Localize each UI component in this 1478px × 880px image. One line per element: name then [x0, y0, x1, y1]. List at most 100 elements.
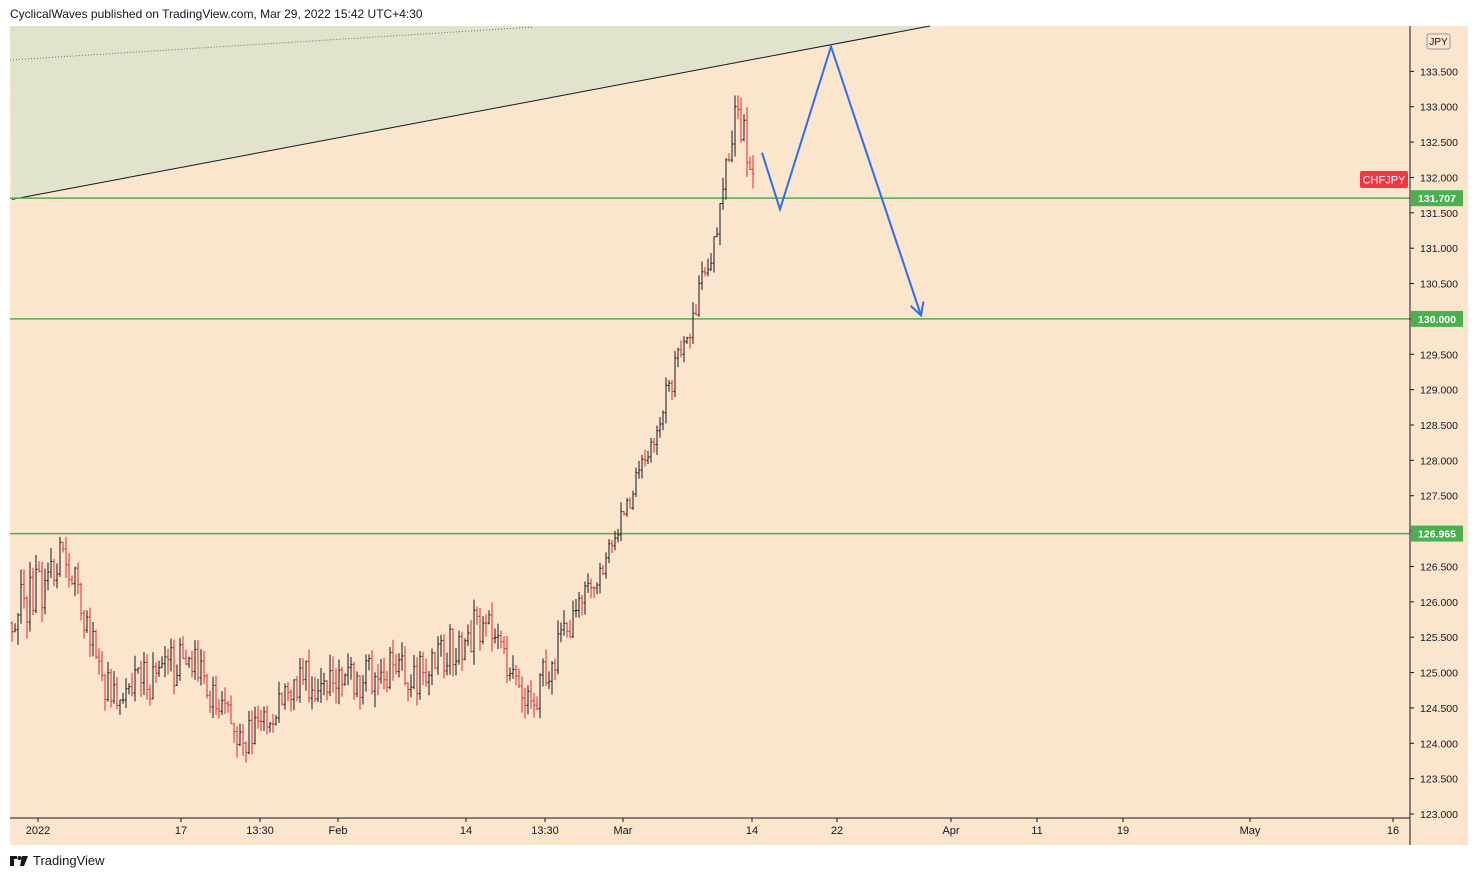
- candle: [166, 648, 170, 675]
- candle: [652, 437, 656, 453]
- resistance-trendline[interactable]: [11, 25, 931, 200]
- candle: [571, 600, 575, 639]
- candle: [646, 450, 650, 464]
- candle: [472, 599, 476, 665]
- candle: [745, 107, 749, 177]
- wedge-upper-dotted-line[interactable]: [9, 26, 535, 61]
- plot-background: [10, 26, 1410, 818]
- candle: [430, 648, 434, 686]
- candle: [469, 620, 473, 653]
- y-tick-label: 123.000: [1420, 809, 1458, 821]
- candle: [667, 380, 671, 392]
- y-tick-label: 129.500: [1420, 349, 1458, 361]
- candle: [712, 236, 716, 273]
- candle: [115, 676, 119, 710]
- candle: [325, 680, 329, 701]
- candle: [649, 437, 653, 463]
- candle: [415, 657, 419, 706]
- candle: [385, 671, 389, 693]
- candle: [22, 569, 26, 609]
- candle: [151, 652, 155, 700]
- y-tick-label: 125.000: [1420, 668, 1458, 680]
- candle: [259, 709, 263, 731]
- level-price-box: [1411, 190, 1463, 207]
- candle: [733, 95, 737, 157]
- candle: [100, 651, 104, 682]
- candle: [748, 156, 752, 170]
- candle: [721, 177, 725, 210]
- candle: [655, 425, 659, 456]
- footer: TradingView: [10, 853, 105, 868]
- candle: [508, 667, 512, 681]
- y-tick-label: 129.000: [1420, 385, 1458, 397]
- candle: [106, 661, 110, 702]
- y-tick-label: 132.500: [1420, 137, 1458, 149]
- candle: [253, 706, 257, 745]
- candle: [463, 638, 467, 661]
- candle: [634, 467, 638, 498]
- level-price-label-0[interactable]: 131.707: [1411, 190, 1463, 207]
- candle: [79, 582, 83, 621]
- candle: [523, 687, 527, 719]
- candle: [331, 656, 335, 693]
- symbol-label[interactable]: CHFJPY: [1360, 171, 1408, 188]
- candle: [211, 676, 215, 719]
- candle: [247, 710, 251, 755]
- candle: [355, 671, 359, 698]
- x-tick-label: Feb: [329, 825, 348, 837]
- candle: [673, 350, 677, 398]
- candle: [544, 649, 548, 686]
- candle: [601, 564, 605, 576]
- candle: [28, 561, 32, 632]
- candle: [145, 654, 149, 700]
- level-price-box: [1411, 525, 1463, 542]
- candle: [493, 628, 497, 644]
- candle: [697, 275, 701, 317]
- candle: [490, 602, 494, 652]
- candle: [421, 651, 425, 686]
- candle: [196, 639, 200, 682]
- candle: [739, 97, 743, 143]
- level-price-text: 126.965: [1418, 529, 1456, 541]
- candle: [154, 662, 158, 683]
- candle: [586, 573, 590, 593]
- candle: [205, 673, 209, 699]
- candle: [328, 654, 332, 696]
- candle: [418, 650, 422, 700]
- y-tick-label: 131.500: [1420, 208, 1458, 220]
- currency-badge[interactable]: JPY: [1426, 33, 1451, 50]
- candle: [637, 460, 641, 479]
- candle: [10, 621, 14, 642]
- candle: [142, 652, 146, 695]
- x-tick-label: 13:30: [246, 825, 274, 837]
- projection-path[interactable]: [761, 43, 922, 316]
- candle: [202, 650, 206, 684]
- candle: [715, 227, 719, 238]
- candle: [82, 610, 86, 639]
- candle: [172, 639, 176, 695]
- y-tick-label: 123.500: [1420, 774, 1458, 786]
- candle: [496, 623, 500, 650]
- x-tick-label: 14: [460, 825, 472, 837]
- candle: [565, 622, 569, 638]
- y-tick-label: 130.500: [1420, 279, 1458, 291]
- candle: [91, 621, 95, 657]
- candle: [406, 682, 410, 702]
- candle: [244, 741, 248, 763]
- level-price-label-1[interactable]: 130.000: [1411, 310, 1463, 327]
- y-tick-label: 133.500: [1420, 66, 1458, 78]
- candle: [631, 490, 635, 510]
- candle: [424, 658, 428, 687]
- level-price-label-2[interactable]: 126.965: [1411, 525, 1463, 542]
- candle: [457, 630, 461, 665]
- candle: [13, 623, 17, 633]
- x-tick-label: 16: [1387, 825, 1399, 837]
- candle: [43, 568, 47, 615]
- candle: [592, 586, 596, 598]
- x-tick-label: 11: [1031, 825, 1042, 837]
- candle: [340, 666, 344, 697]
- candle: [529, 680, 533, 709]
- candle: [223, 687, 227, 715]
- y-tick-label: 126.000: [1420, 597, 1458, 609]
